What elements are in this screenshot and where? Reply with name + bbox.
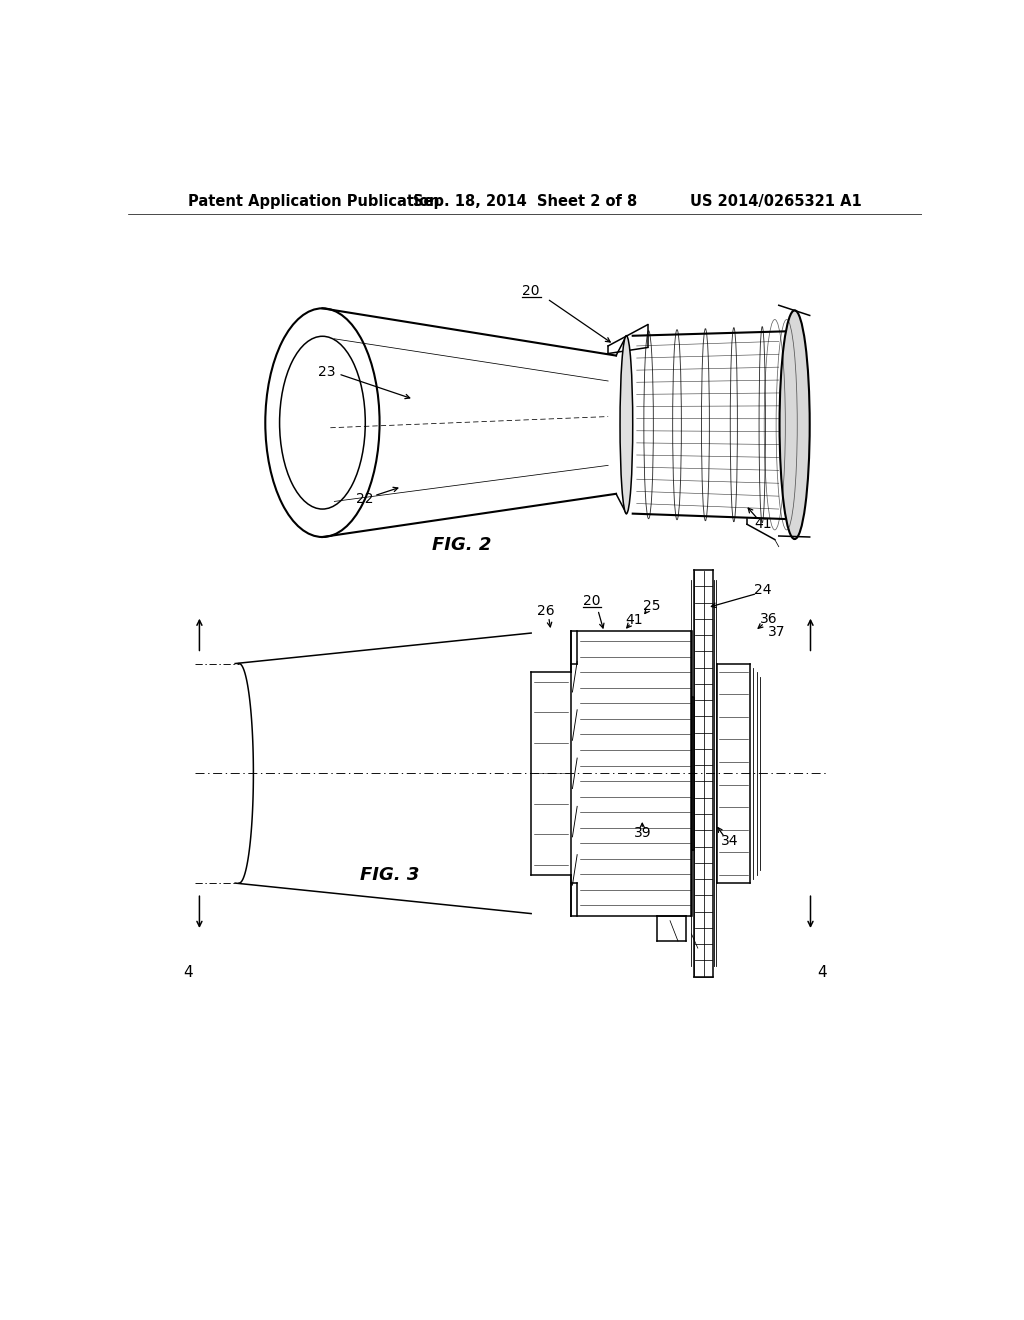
Text: 20: 20	[522, 284, 540, 297]
Text: 37: 37	[768, 626, 785, 639]
Text: 4: 4	[817, 965, 826, 979]
Text: 41: 41	[754, 517, 772, 532]
Text: 24: 24	[754, 583, 772, 598]
Text: 34: 34	[721, 834, 738, 849]
Text: 26: 26	[538, 603, 555, 618]
Text: US 2014/0265321 A1: US 2014/0265321 A1	[690, 194, 862, 209]
Text: 41: 41	[626, 612, 643, 627]
Text: Sep. 18, 2014  Sheet 2 of 8: Sep. 18, 2014 Sheet 2 of 8	[413, 194, 637, 209]
Text: FIG. 3: FIG. 3	[360, 866, 420, 884]
Ellipse shape	[779, 310, 810, 539]
Text: 4: 4	[183, 965, 194, 979]
Text: 22: 22	[355, 492, 373, 506]
Ellipse shape	[621, 335, 633, 513]
Text: 36: 36	[761, 612, 778, 626]
Text: 25: 25	[643, 598, 660, 612]
Text: 20: 20	[583, 594, 600, 607]
Text: 39: 39	[634, 826, 651, 841]
Text: FIG. 2: FIG. 2	[432, 536, 490, 553]
Text: Patent Application Publication: Patent Application Publication	[187, 194, 439, 209]
Text: 23: 23	[317, 364, 335, 379]
